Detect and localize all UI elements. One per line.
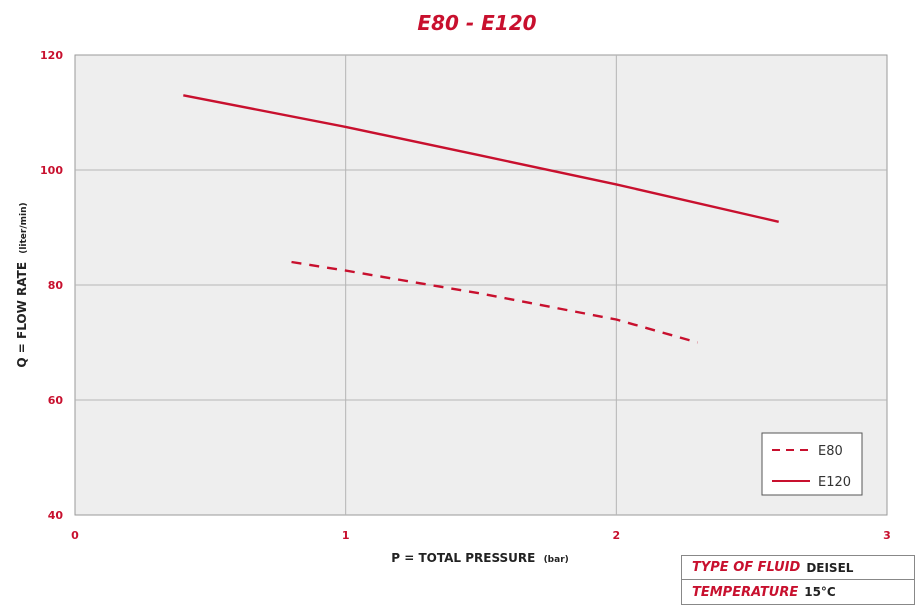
x-tick-label-2: 2 [613,529,621,542]
y-axis-unit: (liter/min) [19,202,29,253]
y-tick-label-40: 40 [48,509,64,522]
temperature-label: TEMPERATURE [692,584,799,600]
grid [75,55,887,515]
x-tick-label-0: 0 [71,529,79,542]
series [183,94,779,344]
y-axis-label: Q = FLOW RATE (liter/min) [15,202,29,367]
y-tick-label-120: 120 [40,49,63,62]
temperature-value: 15°C [804,585,836,599]
fluid-type-value: DEISEL [806,560,854,575]
tick-labels: 0 1 2 3 40 60 80 100 120 [40,49,891,542]
fluid-type-row: TYPE OF FLUID DEISEL [682,556,914,580]
temperature-row: TEMPERATURE 15°C [682,580,914,604]
y-tick-label-80: 80 [48,279,64,292]
fluid-info-table: TYPE OF FLUID DEISEL TEMPERATURE 15°C [681,555,915,605]
y-tick-label-60: 60 [48,394,64,407]
y-axis-label-text: Q = FLOW RATE [15,262,29,368]
x-tick-label-3: 3 [883,529,891,542]
y-tick-label-100: 100 [40,164,63,177]
x-axis-unit: (bar) [544,555,569,565]
legend-label-e80: E80 [818,444,843,459]
series-line-e80 [291,260,698,344]
legend-box [761,432,863,496]
chart-title: E80 - E120 [417,11,536,35]
series-line-e120 [183,94,779,223]
x-tick-label-1: 1 [342,529,350,542]
legend-label-e120: E120 [818,475,851,490]
fluid-type-label: TYPE OF FLUID [692,560,801,575]
legend: E80 E120 [761,432,863,496]
x-axis-label: P = TOTAL PRESSURE (bar) [391,551,569,565]
x-axis-label-text: P = TOTAL PRESSURE [391,551,535,565]
